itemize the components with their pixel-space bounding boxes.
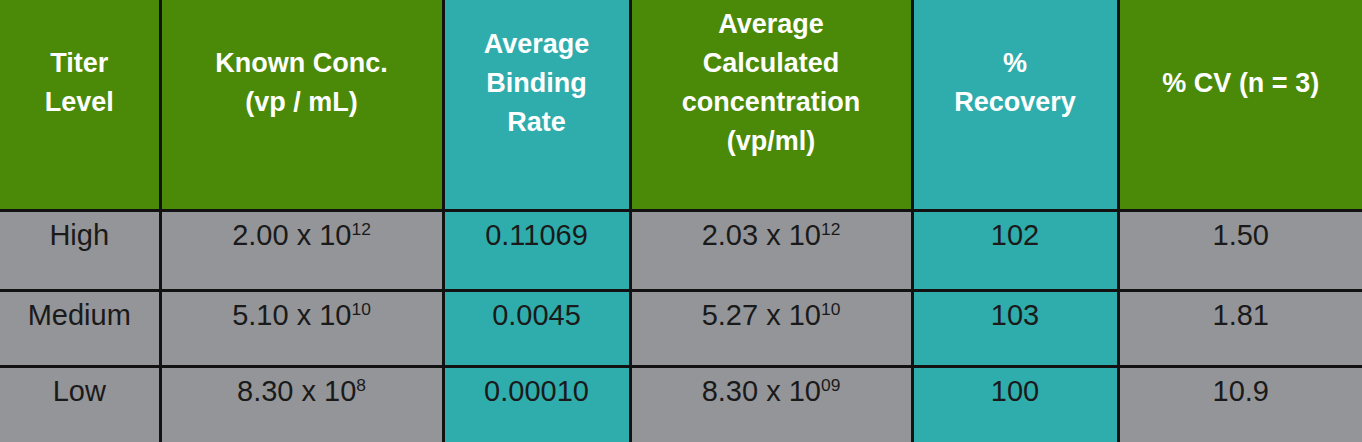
header-avg-binding-rate-line2: Binding: [451, 64, 623, 103]
cell-low-pct-recovery: 100: [912, 366, 1118, 442]
header-known-conc-line2: (vp / mL): [168, 83, 436, 122]
header-row: Titer Level Known Conc. (vp / mL) Averag…: [0, 0, 1362, 210]
sci-exponent: 8: [356, 375, 366, 395]
header-known-conc-line1: Known Conc.: [168, 44, 436, 83]
header-avg-calc-conc: Average Calculated concentration (vp/ml): [630, 0, 912, 210]
table-row-medium: Medium 5.10 x 1010 0.0045 5.27 x 1010 10…: [0, 290, 1362, 366]
cell-high-pct-cv: 1.50: [1118, 210, 1362, 290]
header-pct-recovery-line2: Recovery: [920, 83, 1111, 122]
cell-low-avg-calc-conc: 8.30 x 1009: [630, 366, 912, 442]
cell-high-pct-recovery: 102: [912, 210, 1118, 290]
table-row-high: High 2.00 x 1012 0.11069 2.03 x 1012 102…: [0, 210, 1362, 290]
header-pct-recovery: % Recovery: [912, 0, 1118, 210]
sci-exponent: 09: [821, 375, 840, 395]
header-avg-calc-conc-line3: concentration: [638, 83, 905, 122]
cell-high-avg-binding-rate: 0.11069: [443, 210, 630, 290]
header-pct-cv: % CV (n = 3): [1118, 0, 1362, 210]
cell-low-pct-cv: 10.9: [1118, 366, 1362, 442]
cell-high-known-conc: 2.00 x 1012: [160, 210, 443, 290]
header-titer-level-line1: Titer: [6, 44, 153, 83]
header-titer-level: Titer Level: [0, 0, 160, 210]
sci-base: 2.03 x 10: [702, 219, 821, 251]
cell-low-avg-binding-rate: 0.00010: [443, 366, 630, 442]
cell-medium-known-conc: 5.10 x 1010: [160, 290, 443, 366]
cell-high-titer-level: High: [0, 210, 160, 290]
cell-low-titer-level: Low: [0, 366, 160, 442]
sci-exponent: 12: [351, 219, 370, 239]
header-avg-calc-conc-line2: Calculated: [638, 44, 905, 83]
header-pct-recovery-line1: %: [920, 44, 1111, 83]
header-avg-calc-conc-line1: Average: [638, 5, 905, 44]
sci-base: 2.00 x 10: [232, 219, 351, 251]
cell-medium-titer-level: Medium: [0, 290, 160, 366]
header-avg-binding-rate-line1: Average: [451, 25, 623, 64]
cell-high-avg-calc-conc: 2.03 x 1012: [630, 210, 912, 290]
sci-base: 8.30 x 10: [702, 375, 821, 407]
header-known-conc: Known Conc. (vp / mL): [160, 0, 443, 210]
cell-medium-pct-cv: 1.81: [1118, 290, 1362, 366]
table-row-low: Low 8.30 x 108 0.00010 8.30 x 1009 100 1…: [0, 366, 1362, 442]
sci-exponent: 12: [821, 219, 840, 239]
header-titer-level-line2: Level: [6, 83, 153, 122]
header-avg-binding-rate: Average Binding Rate: [443, 0, 630, 210]
header-avg-binding-rate-line3: Rate: [451, 103, 623, 142]
sci-exponent: 10: [351, 299, 370, 319]
cell-medium-avg-calc-conc: 5.27 x 1010: [630, 290, 912, 366]
titer-recovery-table: Titer Level Known Conc. (vp / mL) Averag…: [0, 0, 1362, 442]
sci-base: 5.27 x 10: [702, 299, 821, 331]
header-pct-cv-line1: % CV (n = 3): [1126, 64, 1357, 103]
cell-medium-avg-binding-rate: 0.0045: [443, 290, 630, 366]
sci-base: 8.30 x 10: [237, 375, 356, 407]
cell-medium-pct-recovery: 103: [912, 290, 1118, 366]
cell-low-known-conc: 8.30 x 108: [160, 366, 443, 442]
header-avg-calc-conc-line4: (vp/ml): [638, 122, 905, 161]
sci-exponent: 10: [821, 299, 840, 319]
sci-base: 5.10 x 10: [232, 299, 351, 331]
